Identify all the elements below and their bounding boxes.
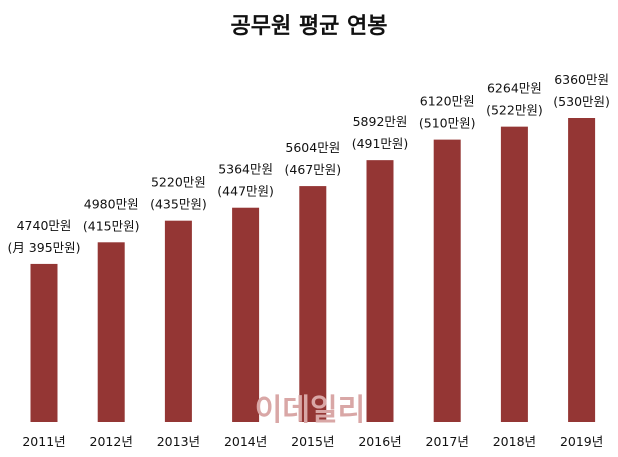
value-label: 6264만원 — [487, 81, 542, 96]
value-label: 4980만원 — [84, 196, 139, 211]
value-label: 5604만원 — [285, 140, 340, 155]
bar — [164, 220, 192, 422]
x-tick-label: 2018년 — [493, 434, 536, 449]
chart-title: 공무원 평균 연봉 — [231, 14, 388, 39]
x-tick-label: 2014년 — [224, 434, 267, 449]
x-tick-label: 2015년 — [291, 434, 334, 449]
monthly-label: (467만원) — [284, 162, 341, 177]
value-label: 6120만원 — [420, 94, 475, 109]
watermark: 이데일리 — [255, 393, 365, 428]
value-label: 5364만원 — [218, 162, 273, 177]
monthly-label: (447만원) — [217, 184, 274, 199]
x-tick-label: 2013년 — [157, 434, 200, 449]
bar — [433, 139, 461, 422]
bar — [30, 263, 58, 422]
value-label: 5220만원 — [151, 175, 206, 190]
value-label: 6360만원 — [554, 72, 609, 87]
monthly-label: (522만원) — [486, 103, 543, 118]
bar — [299, 186, 327, 422]
x-tick-label: 2017년 — [426, 434, 469, 449]
monthly-label: (491만원) — [352, 136, 409, 151]
x-tick-label: 2012년 — [90, 434, 133, 449]
monthly-label: (530만원) — [553, 94, 610, 109]
bar — [97, 242, 125, 422]
bar — [568, 118, 596, 422]
monthly-label: (415만원) — [83, 218, 140, 233]
monthly-label: (435만원) — [150, 197, 207, 212]
monthly-label: (510만원) — [419, 116, 476, 131]
value-label: 5892만원 — [353, 114, 408, 129]
x-tick-label: 2011년 — [22, 434, 65, 449]
monthly-label: (月 395만원) — [7, 240, 80, 255]
bar — [500, 126, 528, 423]
value-label: 4740만원 — [17, 218, 72, 233]
bar — [232, 207, 260, 422]
x-tick-label: 2019년 — [560, 434, 603, 449]
x-tick-label: 2016년 — [358, 434, 401, 449]
bar — [366, 160, 394, 422]
